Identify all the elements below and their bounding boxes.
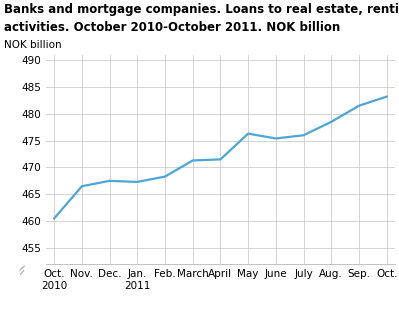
Text: activities. October 2010-October 2011. NOK billion: activities. October 2010-October 2011. N…	[4, 21, 340, 34]
Text: NOK billion: NOK billion	[4, 40, 61, 50]
Text: Banks and mortgage companies. Loans to real estate, renting and business: Banks and mortgage companies. Loans to r…	[4, 3, 399, 16]
